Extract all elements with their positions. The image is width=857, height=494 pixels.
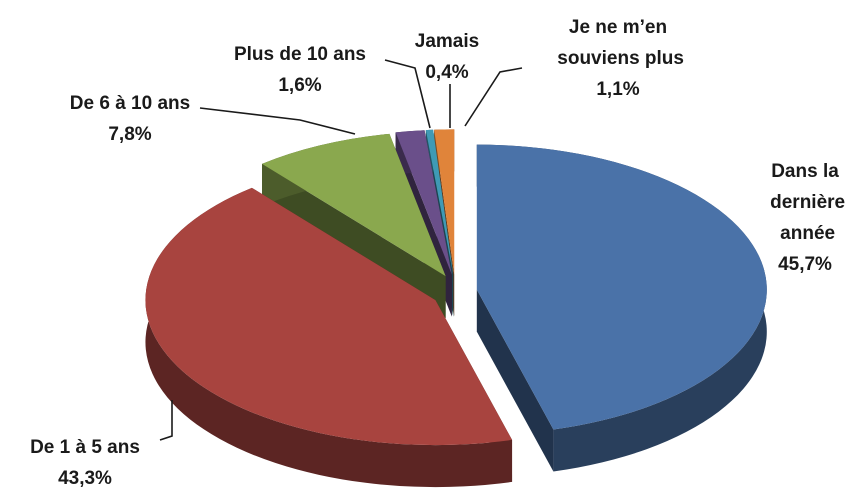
- pie-slice: [434, 129, 455, 275]
- value-label: 0,4%: [425, 62, 468, 83]
- pie-slice: [425, 129, 454, 275]
- category-label: Dans la dernière année: [765, 161, 845, 244]
- pie-tops: [145, 129, 767, 446]
- label-line: dernière: [765, 192, 845, 213]
- label-line: Je ne m’en: [569, 17, 667, 38]
- label-line: souviens plus: [552, 48, 684, 69]
- value-label: 1,6%: [278, 75, 321, 96]
- label-line: Jamais: [415, 31, 479, 52]
- value-label: 43,3%: [58, 468, 112, 489]
- category-label: De 6 à 10 ans: [70, 93, 190, 114]
- leader-line: [199, 107, 356, 135]
- category-label: Plus de 10 ans: [234, 44, 366, 65]
- leader-line: [384, 59, 431, 129]
- category-label: Je ne m’en souviens plus: [552, 17, 684, 69]
- label-line: Plus de 10 ans: [234, 44, 366, 65]
- pie-slice: [395, 130, 452, 275]
- pie-slice: [476, 144, 767, 430]
- leader-lines: [159, 59, 523, 441]
- slice-cut-face: [476, 289, 554, 472]
- labels: Dans la dernière année 45,7% De 1 à 5 ans 4…: [30, 17, 845, 489]
- label-line: année: [775, 223, 835, 244]
- value-label: 7,8%: [108, 124, 151, 145]
- label-line: Dans la: [771, 161, 839, 182]
- leader-line: [159, 400, 173, 441]
- label-line: De 6 à 10 ans: [70, 93, 190, 114]
- pie-slice: [145, 187, 513, 446]
- leader-line: [464, 67, 523, 127]
- value-label: 45,7%: [778, 254, 832, 275]
- value-label: 1,1%: [596, 79, 639, 100]
- pie-slice: [262, 133, 446, 277]
- label-line: De 1 à 5 ans: [30, 437, 140, 458]
- category-label: Jamais: [415, 31, 479, 52]
- slice-side: [145, 187, 513, 488]
- category-label: De 1 à 5 ans: [30, 437, 140, 458]
